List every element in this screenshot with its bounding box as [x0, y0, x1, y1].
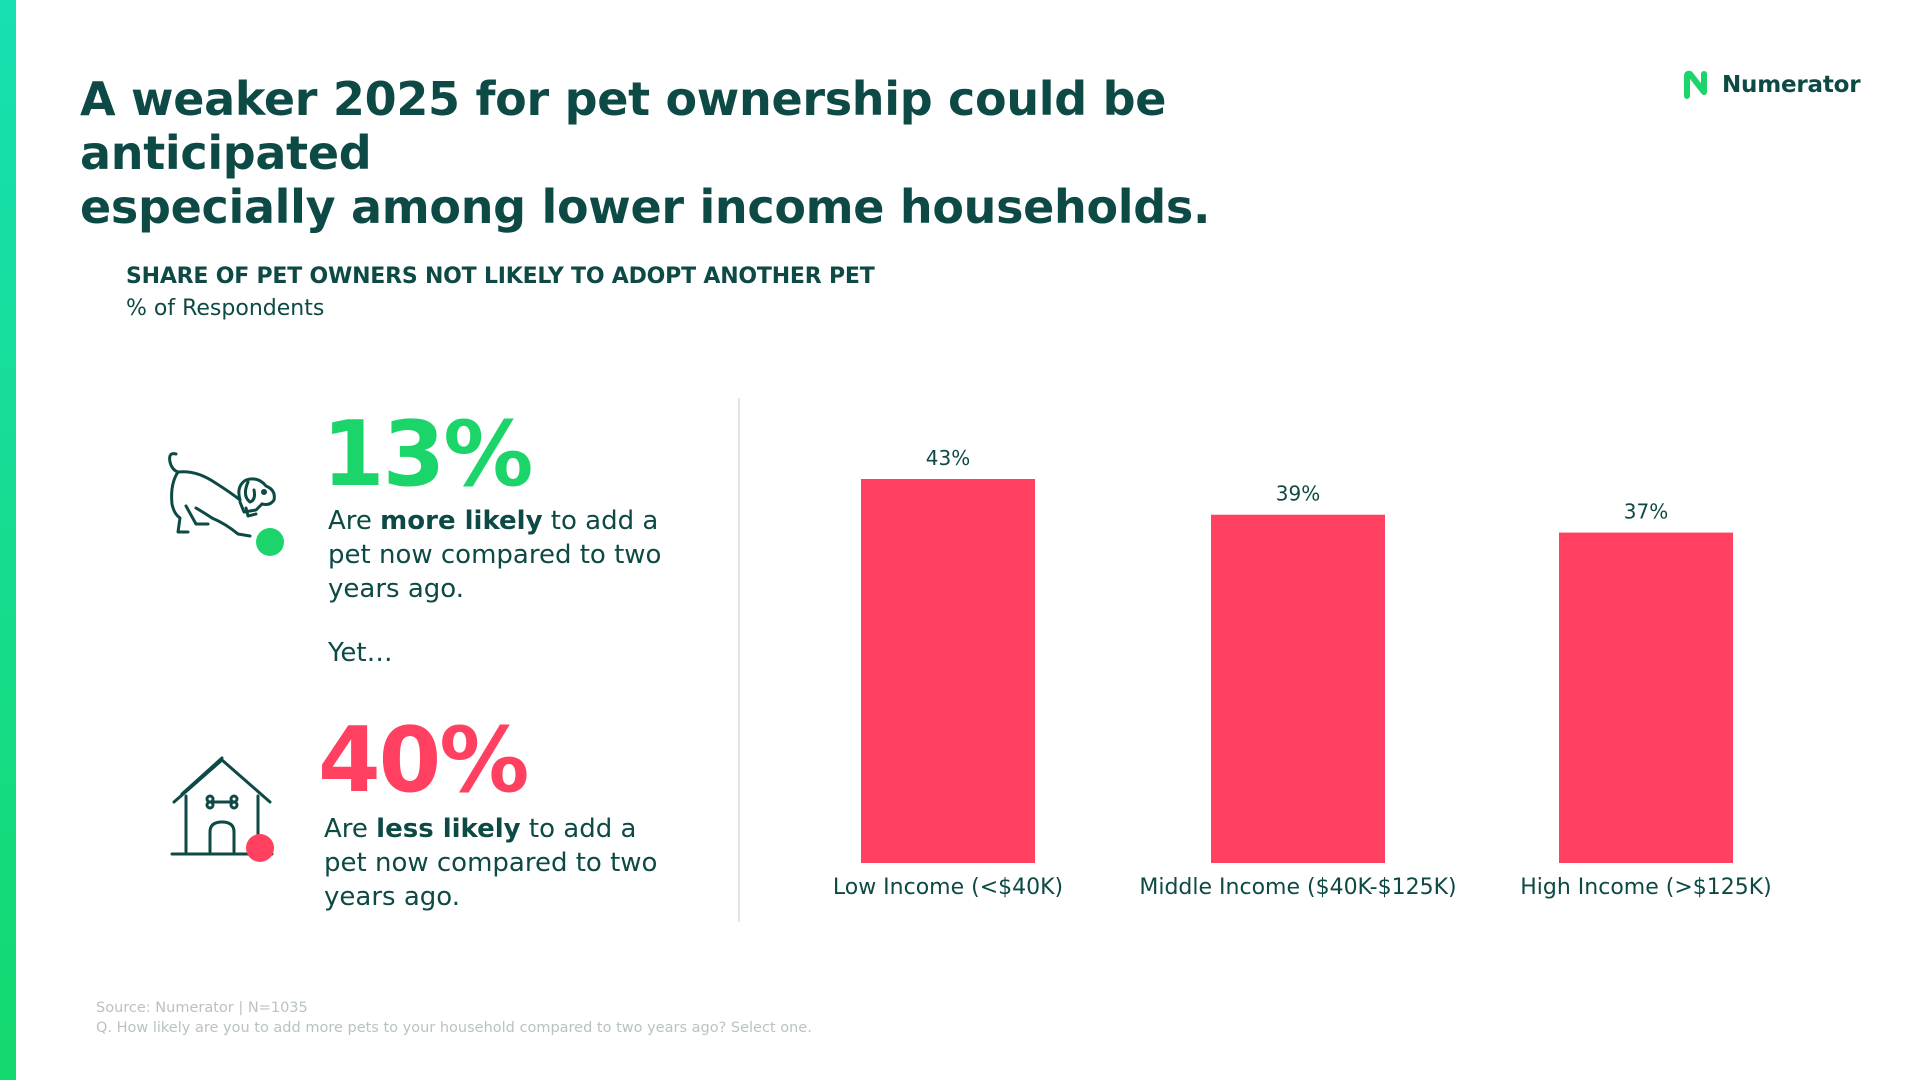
- income-bar-chart: 43% Low Income (<$40K) 39% Middle Income ($…: [760, 420, 1820, 920]
- stat-less-likely-value: 40%: [318, 708, 529, 813]
- stat-more-text-before: Are: [328, 506, 381, 536]
- category-label-2: High Income (>$125K): [1520, 875, 1772, 900]
- doghouse-icon: [166, 752, 286, 872]
- connector-text: Yet…: [328, 638, 393, 668]
- stat-less-text-after: to add a pet now compared to two years a…: [324, 814, 658, 912]
- bar-value-label-0: 43%: [926, 446, 970, 470]
- stat-more-text-after: to add a pet now compared to two years a…: [328, 506, 662, 604]
- dog-icon: [166, 440, 286, 560]
- source-line: Source: Numerator | N=1035: [96, 1000, 308, 1016]
- stat-less-text-bold: less likely: [376, 814, 521, 844]
- title-line-2: especially among lower income households…: [80, 180, 1211, 234]
- category-label-0: Low Income (<$40K): [833, 875, 1063, 900]
- bar-value-label-1: 39%: [1276, 482, 1320, 506]
- bar-chart-svg: 43% Low Income (<$40K) 39% Middle Income ($…: [833, 446, 1772, 900]
- source-note: Source: Numerator | N=1035 Q. How likely…: [96, 998, 812, 1038]
- stat-more-likely-value: 13%: [322, 402, 533, 507]
- bar-1: [1211, 514, 1385, 863]
- bar-2: [1559, 532, 1733, 863]
- bar-0: [861, 479, 1035, 863]
- brand-name: Numerator: [1722, 72, 1861, 98]
- question-line: Q. How likely are you to add more pets t…: [96, 1020, 812, 1036]
- stat-more-likely-text: Are more likely to add a pet now compare…: [328, 504, 688, 606]
- title-line-1: A weaker 2025 for pet ownership could be…: [80, 72, 1167, 180]
- stat-more-text-bold: more likely: [380, 506, 543, 536]
- brand-logo: Numerator: [1682, 70, 1861, 100]
- chart-heading: SHARE OF PET OWNERS NOT LIKELY TO ADOPT …: [126, 264, 875, 289]
- numerator-n-logo-icon: [1684, 70, 1707, 99]
- stat-less-likely-text: Are less likely to add a pet now compare…: [324, 812, 684, 914]
- accent-strip: [0, 0, 16, 1080]
- stat-less-text-before: Are: [324, 814, 377, 844]
- section-divider: [738, 398, 740, 922]
- chart-subheading: % of Respondents: [126, 296, 325, 321]
- category-label-1: Middle Income ($40K-$125K): [1139, 875, 1456, 900]
- page-title: A weaker 2025 for pet ownership could be…: [80, 72, 1380, 234]
- bar-value-label-2: 37%: [1624, 500, 1668, 524]
